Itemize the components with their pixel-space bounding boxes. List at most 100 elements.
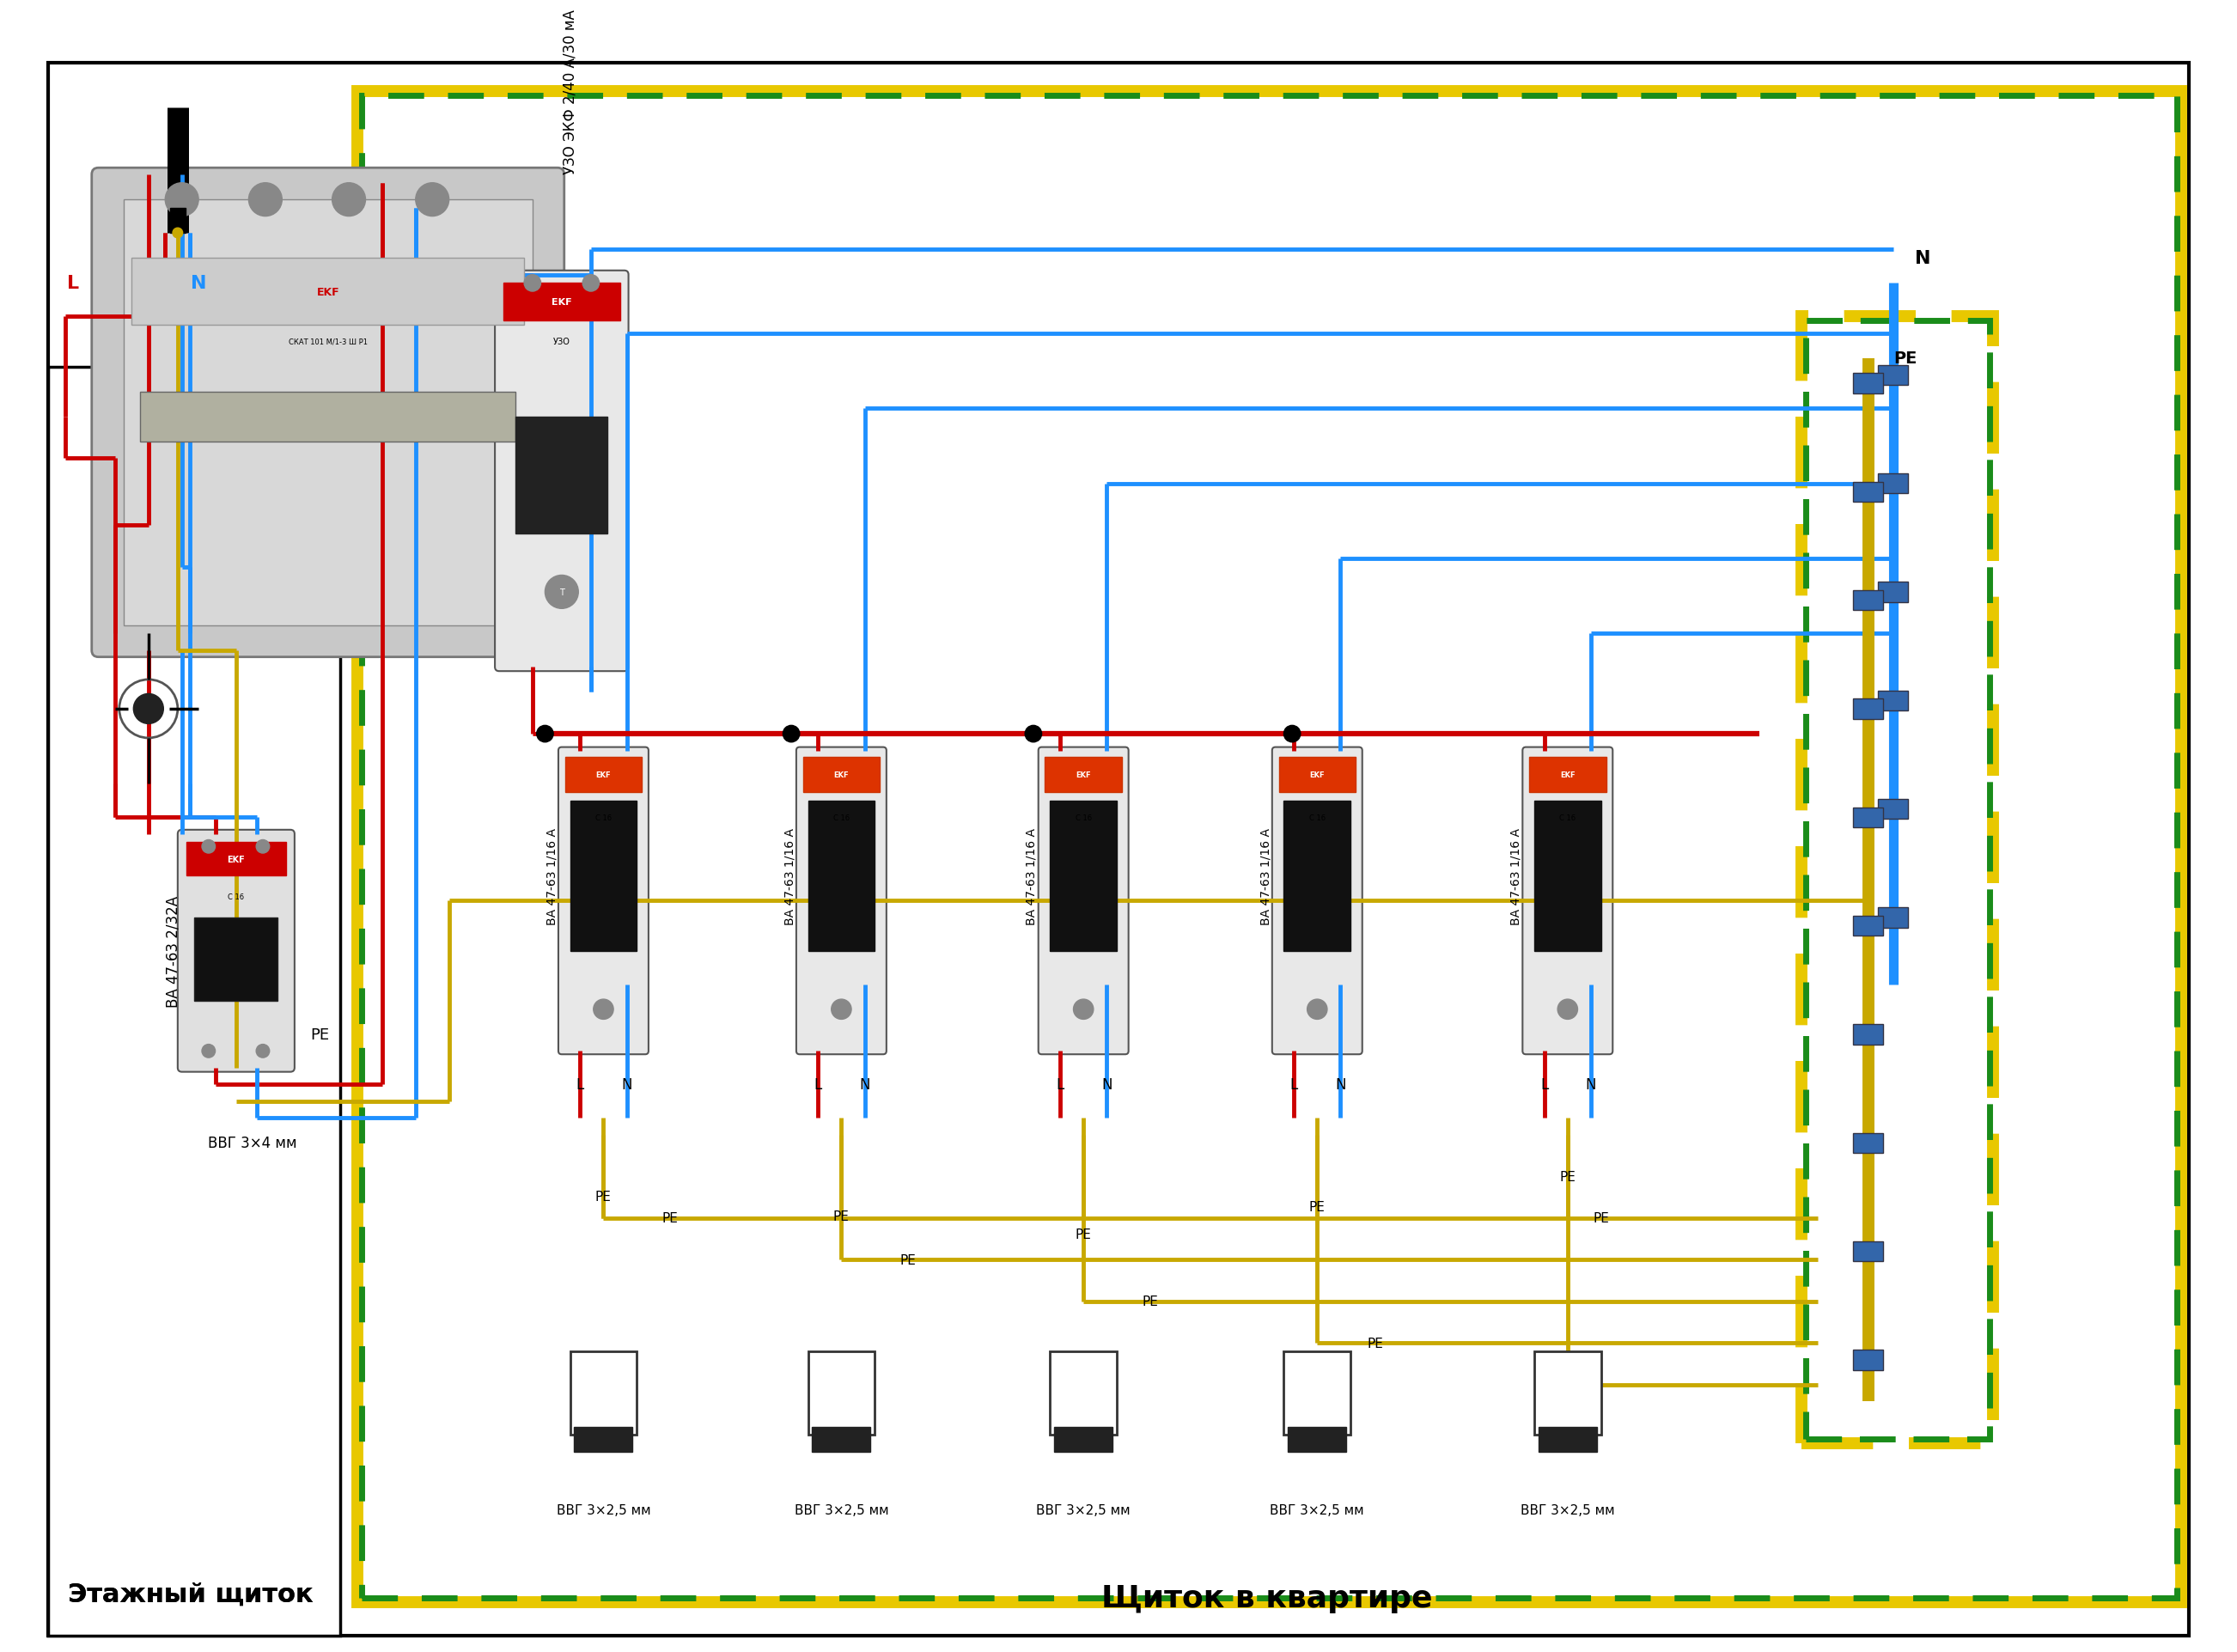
Text: ВА 47-63 1/16 А: ВА 47-63 1/16 А	[546, 828, 557, 925]
Text: Этажный щиток: Этажный щиток	[67, 1581, 313, 1606]
Text: PE: PE	[832, 1209, 850, 1222]
FancyBboxPatch shape	[186, 843, 286, 876]
FancyBboxPatch shape	[1273, 748, 1362, 1054]
Text: N: N	[1586, 1077, 1597, 1092]
FancyBboxPatch shape	[1879, 583, 1908, 603]
Text: ВА 47-63 1/16 А: ВА 47-63 1/16 А	[1027, 828, 1038, 925]
Text: C 16: C 16	[832, 814, 850, 821]
FancyBboxPatch shape	[1049, 1351, 1116, 1436]
FancyBboxPatch shape	[49, 367, 340, 1635]
FancyBboxPatch shape	[195, 919, 277, 1001]
Circle shape	[331, 183, 365, 216]
Text: PE: PE	[662, 1211, 678, 1224]
Text: PE: PE	[595, 1189, 611, 1203]
FancyBboxPatch shape	[570, 801, 638, 952]
FancyBboxPatch shape	[1879, 800, 1908, 819]
Circle shape	[1025, 725, 1042, 742]
Circle shape	[201, 841, 215, 854]
FancyBboxPatch shape	[1280, 758, 1356, 793]
FancyBboxPatch shape	[123, 200, 532, 626]
Text: ВА 47-63 1/16 А: ВА 47-63 1/16 А	[1510, 828, 1521, 925]
Text: Щиток в квартире: Щиток в квартире	[1101, 1583, 1432, 1612]
FancyBboxPatch shape	[1852, 591, 1884, 611]
Text: PE: PE	[1367, 1336, 1385, 1350]
Circle shape	[416, 183, 450, 216]
FancyBboxPatch shape	[1284, 801, 1351, 952]
Text: PE: PE	[899, 1254, 917, 1267]
Text: L: L	[814, 1077, 821, 1092]
Text: C 16: C 16	[228, 894, 244, 900]
Text: Этажный щиток: Этажный щиток	[67, 1581, 313, 1606]
Text: L: L	[577, 1077, 584, 1092]
Text: N: N	[1915, 249, 1931, 268]
Text: ВА 47-63 2/32А: ВА 47-63 2/32А	[166, 895, 181, 1008]
Text: L: L	[1541, 1077, 1548, 1092]
Circle shape	[523, 276, 541, 292]
Text: T: T	[559, 588, 564, 596]
FancyBboxPatch shape	[1879, 474, 1908, 494]
Circle shape	[1074, 999, 1094, 1019]
FancyBboxPatch shape	[1535, 801, 1602, 952]
Text: EKF: EKF	[315, 286, 340, 297]
Text: PE: PE	[1593, 1211, 1608, 1224]
FancyBboxPatch shape	[1879, 907, 1908, 928]
Circle shape	[783, 725, 799, 742]
Text: ВВГ 3×2,5 мм: ВВГ 3×2,5 мм	[1521, 1503, 1615, 1517]
Circle shape	[172, 228, 183, 238]
Text: УЗО: УЗО	[553, 337, 570, 347]
Text: ВА 47-63 1/16 А: ВА 47-63 1/16 А	[1259, 828, 1271, 925]
FancyBboxPatch shape	[1523, 748, 1613, 1054]
Circle shape	[546, 575, 579, 610]
FancyBboxPatch shape	[1852, 1350, 1884, 1370]
FancyBboxPatch shape	[503, 284, 620, 320]
Circle shape	[166, 183, 199, 216]
FancyBboxPatch shape	[559, 748, 649, 1054]
FancyBboxPatch shape	[808, 801, 875, 952]
Text: N: N	[1335, 1077, 1347, 1092]
FancyBboxPatch shape	[1852, 917, 1884, 937]
Text: C 16: C 16	[1559, 814, 1575, 821]
Text: N: N	[190, 274, 206, 292]
Text: ВВГ 3×2,5 мм: ВВГ 3×2,5 мм	[557, 1503, 651, 1517]
Circle shape	[593, 999, 613, 1019]
FancyBboxPatch shape	[1049, 801, 1116, 952]
FancyBboxPatch shape	[1852, 1133, 1884, 1153]
Circle shape	[582, 276, 600, 292]
Circle shape	[832, 999, 852, 1019]
FancyBboxPatch shape	[177, 831, 295, 1072]
FancyBboxPatch shape	[1284, 1351, 1351, 1436]
Text: EKF: EKF	[1309, 771, 1324, 780]
Circle shape	[201, 1044, 215, 1057]
FancyBboxPatch shape	[1852, 699, 1884, 719]
FancyBboxPatch shape	[796, 748, 886, 1054]
Text: EKF: EKF	[1076, 771, 1092, 780]
Text: PE: PE	[1559, 1170, 1575, 1183]
FancyBboxPatch shape	[575, 1427, 633, 1452]
FancyBboxPatch shape	[1852, 808, 1884, 828]
FancyBboxPatch shape	[517, 418, 608, 534]
Text: C 16: C 16	[1309, 814, 1324, 821]
FancyBboxPatch shape	[49, 63, 2188, 1635]
Text: СКАТ 101 М/1-3 Ш Р1: СКАТ 101 М/1-3 Ш Р1	[289, 339, 367, 345]
Circle shape	[257, 841, 268, 854]
Text: ВВГ 3×2,5 мм: ВВГ 3×2,5 мм	[1271, 1503, 1365, 1517]
Circle shape	[537, 725, 553, 742]
Circle shape	[248, 183, 282, 216]
FancyBboxPatch shape	[1038, 748, 1127, 1054]
Text: EKF: EKF	[228, 856, 246, 864]
Text: PE: PE	[311, 1028, 329, 1042]
Text: PE: PE	[1076, 1227, 1092, 1241]
Text: УЗО ЭКФ 2/40 А/30 мА: УЗО ЭКФ 2/40 А/30 мА	[561, 10, 577, 173]
Text: PE: PE	[1143, 1295, 1159, 1308]
Text: ВВГ 3×4 мм: ВВГ 3×4 мм	[208, 1135, 298, 1151]
Circle shape	[134, 694, 163, 724]
Text: L: L	[67, 274, 78, 292]
FancyBboxPatch shape	[812, 1427, 870, 1452]
Text: EKF: EKF	[1559, 771, 1575, 780]
FancyBboxPatch shape	[1879, 365, 1908, 385]
FancyBboxPatch shape	[1879, 691, 1908, 710]
Text: N: N	[622, 1077, 633, 1092]
Circle shape	[257, 1044, 268, 1057]
Text: ВВГ 3×2,5 мм: ВВГ 3×2,5 мм	[794, 1503, 888, 1517]
Text: L: L	[1056, 1077, 1065, 1092]
